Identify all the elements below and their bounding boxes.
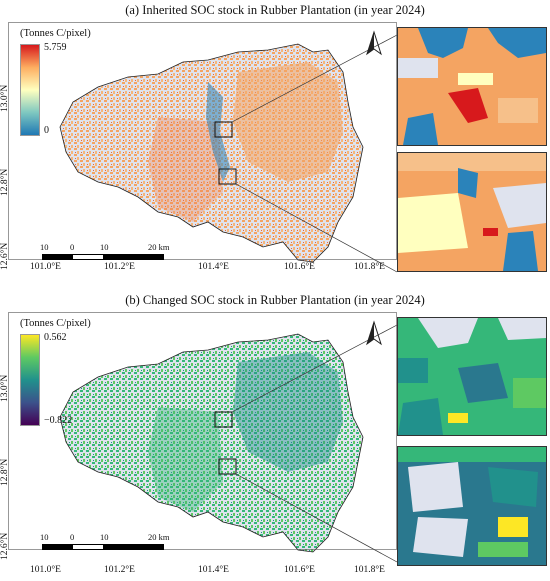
inset-leader-b2 <box>235 473 397 563</box>
lon-label-a-3: 101.6°E <box>284 262 315 272</box>
scale-bar-b <box>42 544 164 550</box>
inset-a1-canvas <box>398 28 546 145</box>
lat-label-b-1: 12.8°N <box>0 458 10 486</box>
panel-b-map-canvas <box>8 312 397 563</box>
lat-label-b-0: 13.0°N <box>0 374 10 402</box>
inset-b1 <box>397 317 547 436</box>
north-arrow-icon <box>366 30 382 56</box>
inset-a2 <box>397 152 547 272</box>
inset-box-b2 <box>218 458 237 475</box>
colorbar-b <box>20 334 40 426</box>
scale-bar-a <box>42 254 164 260</box>
lat-label-a-0: 13.0°N <box>0 84 10 112</box>
scale-label-b-1: 0 <box>70 532 75 542</box>
scale-label-a-3: 20 km <box>148 242 170 252</box>
inset-b1-canvas <box>398 318 546 435</box>
legend-min-a: 0 <box>44 125 49 136</box>
legend-min-b: −0.822 <box>44 415 73 426</box>
panel-a-map-canvas <box>8 22 397 273</box>
lon-label-b-4: 101.8°E <box>354 565 385 575</box>
scale-label-b-0: 10 <box>40 532 49 542</box>
legend-unit-b: (Tonnes C/pixel) <box>20 318 91 329</box>
lon-label-b-3: 101.6°E <box>284 565 315 575</box>
high-density-region-a <box>233 62 343 182</box>
map-frame-b <box>8 312 397 550</box>
province-boundary-b <box>59 333 364 553</box>
scale-label-a-1: 0 <box>70 242 75 252</box>
low-value-corridor-a <box>206 82 230 182</box>
hotspot-region-a <box>148 117 223 222</box>
scale-label-a-0: 10 <box>40 242 49 252</box>
lon-label-b-0: 101.0°E <box>30 565 61 575</box>
legend-unit-a: (Tonnes C/pixel) <box>20 28 91 39</box>
scale-label-a-2: 10 <box>100 242 109 252</box>
inset-a1 <box>397 27 547 146</box>
inset-box-a1 <box>214 121 233 138</box>
inset-b2 <box>397 446 547 566</box>
lon-label-a-1: 101.2°E <box>104 262 135 272</box>
inset-box-b1 <box>214 411 233 428</box>
lat-label-a-1: 12.8°N <box>0 168 10 196</box>
inset-a2-canvas <box>398 153 546 271</box>
lat-label-b-2: 12.6°N <box>0 532 10 560</box>
colorbar-a <box>20 44 40 136</box>
inset-box-a2 <box>218 168 237 185</box>
scale-label-b-2: 10 <box>100 532 109 542</box>
inset-leader-a2 <box>235 183 397 273</box>
lon-label-a-0: 101.0°E <box>30 262 61 272</box>
panel-a-map: (Tonnes C/pixel) 5.759 0 10 0 10 20 km <box>8 22 397 273</box>
legend-max-b: 0.562 <box>44 332 67 343</box>
inset-b2-canvas <box>398 447 546 557</box>
lon-label-a-2: 101.4°E <box>198 262 229 272</box>
high-density-region-b <box>233 352 343 472</box>
panel-b-title: (b) Changed SOC stock in Rubber Plantati… <box>125 293 425 307</box>
north-arrow-icon <box>366 320 382 346</box>
map-frame-a <box>8 22 397 260</box>
lon-label-b-1: 101.2°E <box>104 565 135 575</box>
legend-max-a: 5.759 <box>44 42 67 53</box>
panel-a-title: (a) Inherited SOC stock in Rubber Planta… <box>125 3 425 17</box>
scale-label-b-3: 20 km <box>148 532 170 542</box>
lon-label-b-2: 101.4°E <box>198 565 229 575</box>
panel-b-map: (Tonnes C/pixel) 0.562 −0.822 10 0 10 20… <box>8 312 397 563</box>
lat-label-a-2: 12.6°N <box>0 242 10 270</box>
lon-label-a-4: 101.8°E <box>354 262 385 272</box>
dense-region-b <box>148 407 223 512</box>
